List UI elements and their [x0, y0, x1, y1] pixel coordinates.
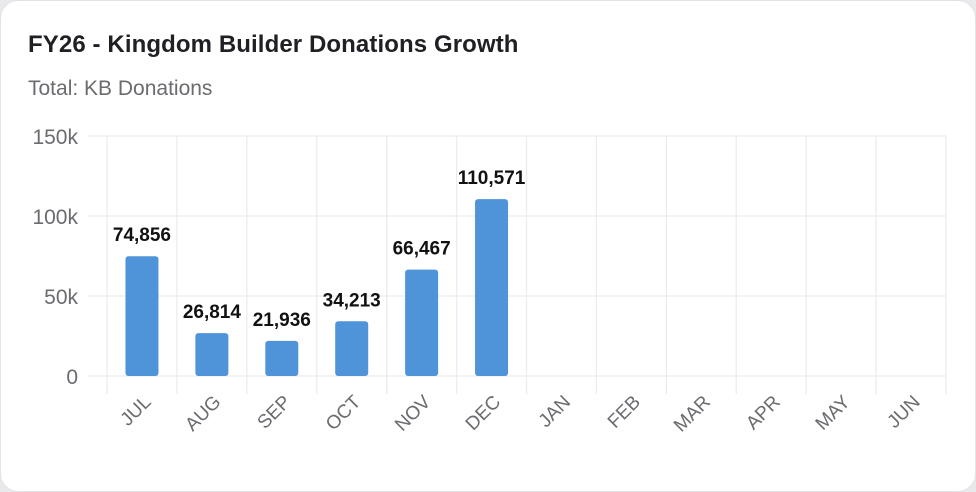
data-label-oct: 34,213	[323, 290, 381, 311]
y-tick-label: 150k	[32, 126, 78, 149]
chart-subtitle: Total: KB Donations	[28, 77, 213, 100]
y-axis-ticks: 0 50k 100k 150k	[32, 126, 78, 389]
bars	[125, 199, 509, 376]
y-tick-label: 100k	[32, 206, 78, 229]
x-tick-label-mar: MAR	[670, 392, 715, 437]
x-tick-label-jul: JUL	[117, 392, 156, 431]
x-tick-label-may: MAY	[812, 391, 855, 434]
x-tick-label-dec: DEC	[462, 392, 505, 435]
chart-title: FY26 - Kingdom Builder Donations Growth	[28, 31, 519, 58]
x-tick-label-nov: NOV	[391, 391, 435, 435]
x-tick-label-jan: JAN	[535, 392, 575, 432]
data-label-nov: 66,467	[393, 239, 451, 260]
bar-dec[interactable]	[475, 199, 509, 376]
bar-jul[interactable]	[125, 256, 159, 376]
y-tick-label: 0	[66, 366, 78, 389]
gridlines	[88, 135, 947, 394]
x-tick-label-sep: SEP	[254, 392, 296, 434]
data-label-aug: 26,814	[183, 302, 242, 323]
data-label-sep: 21,936	[253, 310, 311, 331]
x-tick-label-jun: JUN	[884, 392, 925, 433]
x-tick-label-aug: AUG	[181, 392, 225, 436]
x-tick-label-apr: APR	[742, 392, 784, 434]
bar-oct[interactable]	[335, 321, 369, 376]
x-tick-label-oct: OCT	[322, 391, 365, 434]
bar-aug[interactable]	[195, 333, 229, 376]
bar-sep[interactable]	[265, 340, 299, 376]
x-tick-label-feb: FEB	[604, 392, 645, 433]
data-label-jul: 74,856	[113, 225, 171, 246]
x-axis-ticks: JUL AUG SEP OCT NOV DEC JAN FEB MAR APR MAY JUN	[117, 391, 925, 436]
data-label-dec: 110,571	[458, 168, 526, 189]
bar-nov[interactable]	[405, 269, 439, 376]
y-tick-label: 50k	[44, 286, 78, 309]
data-labels: 74,856 26,814 21,936 34,213 66,467 110,571	[113, 168, 526, 331]
